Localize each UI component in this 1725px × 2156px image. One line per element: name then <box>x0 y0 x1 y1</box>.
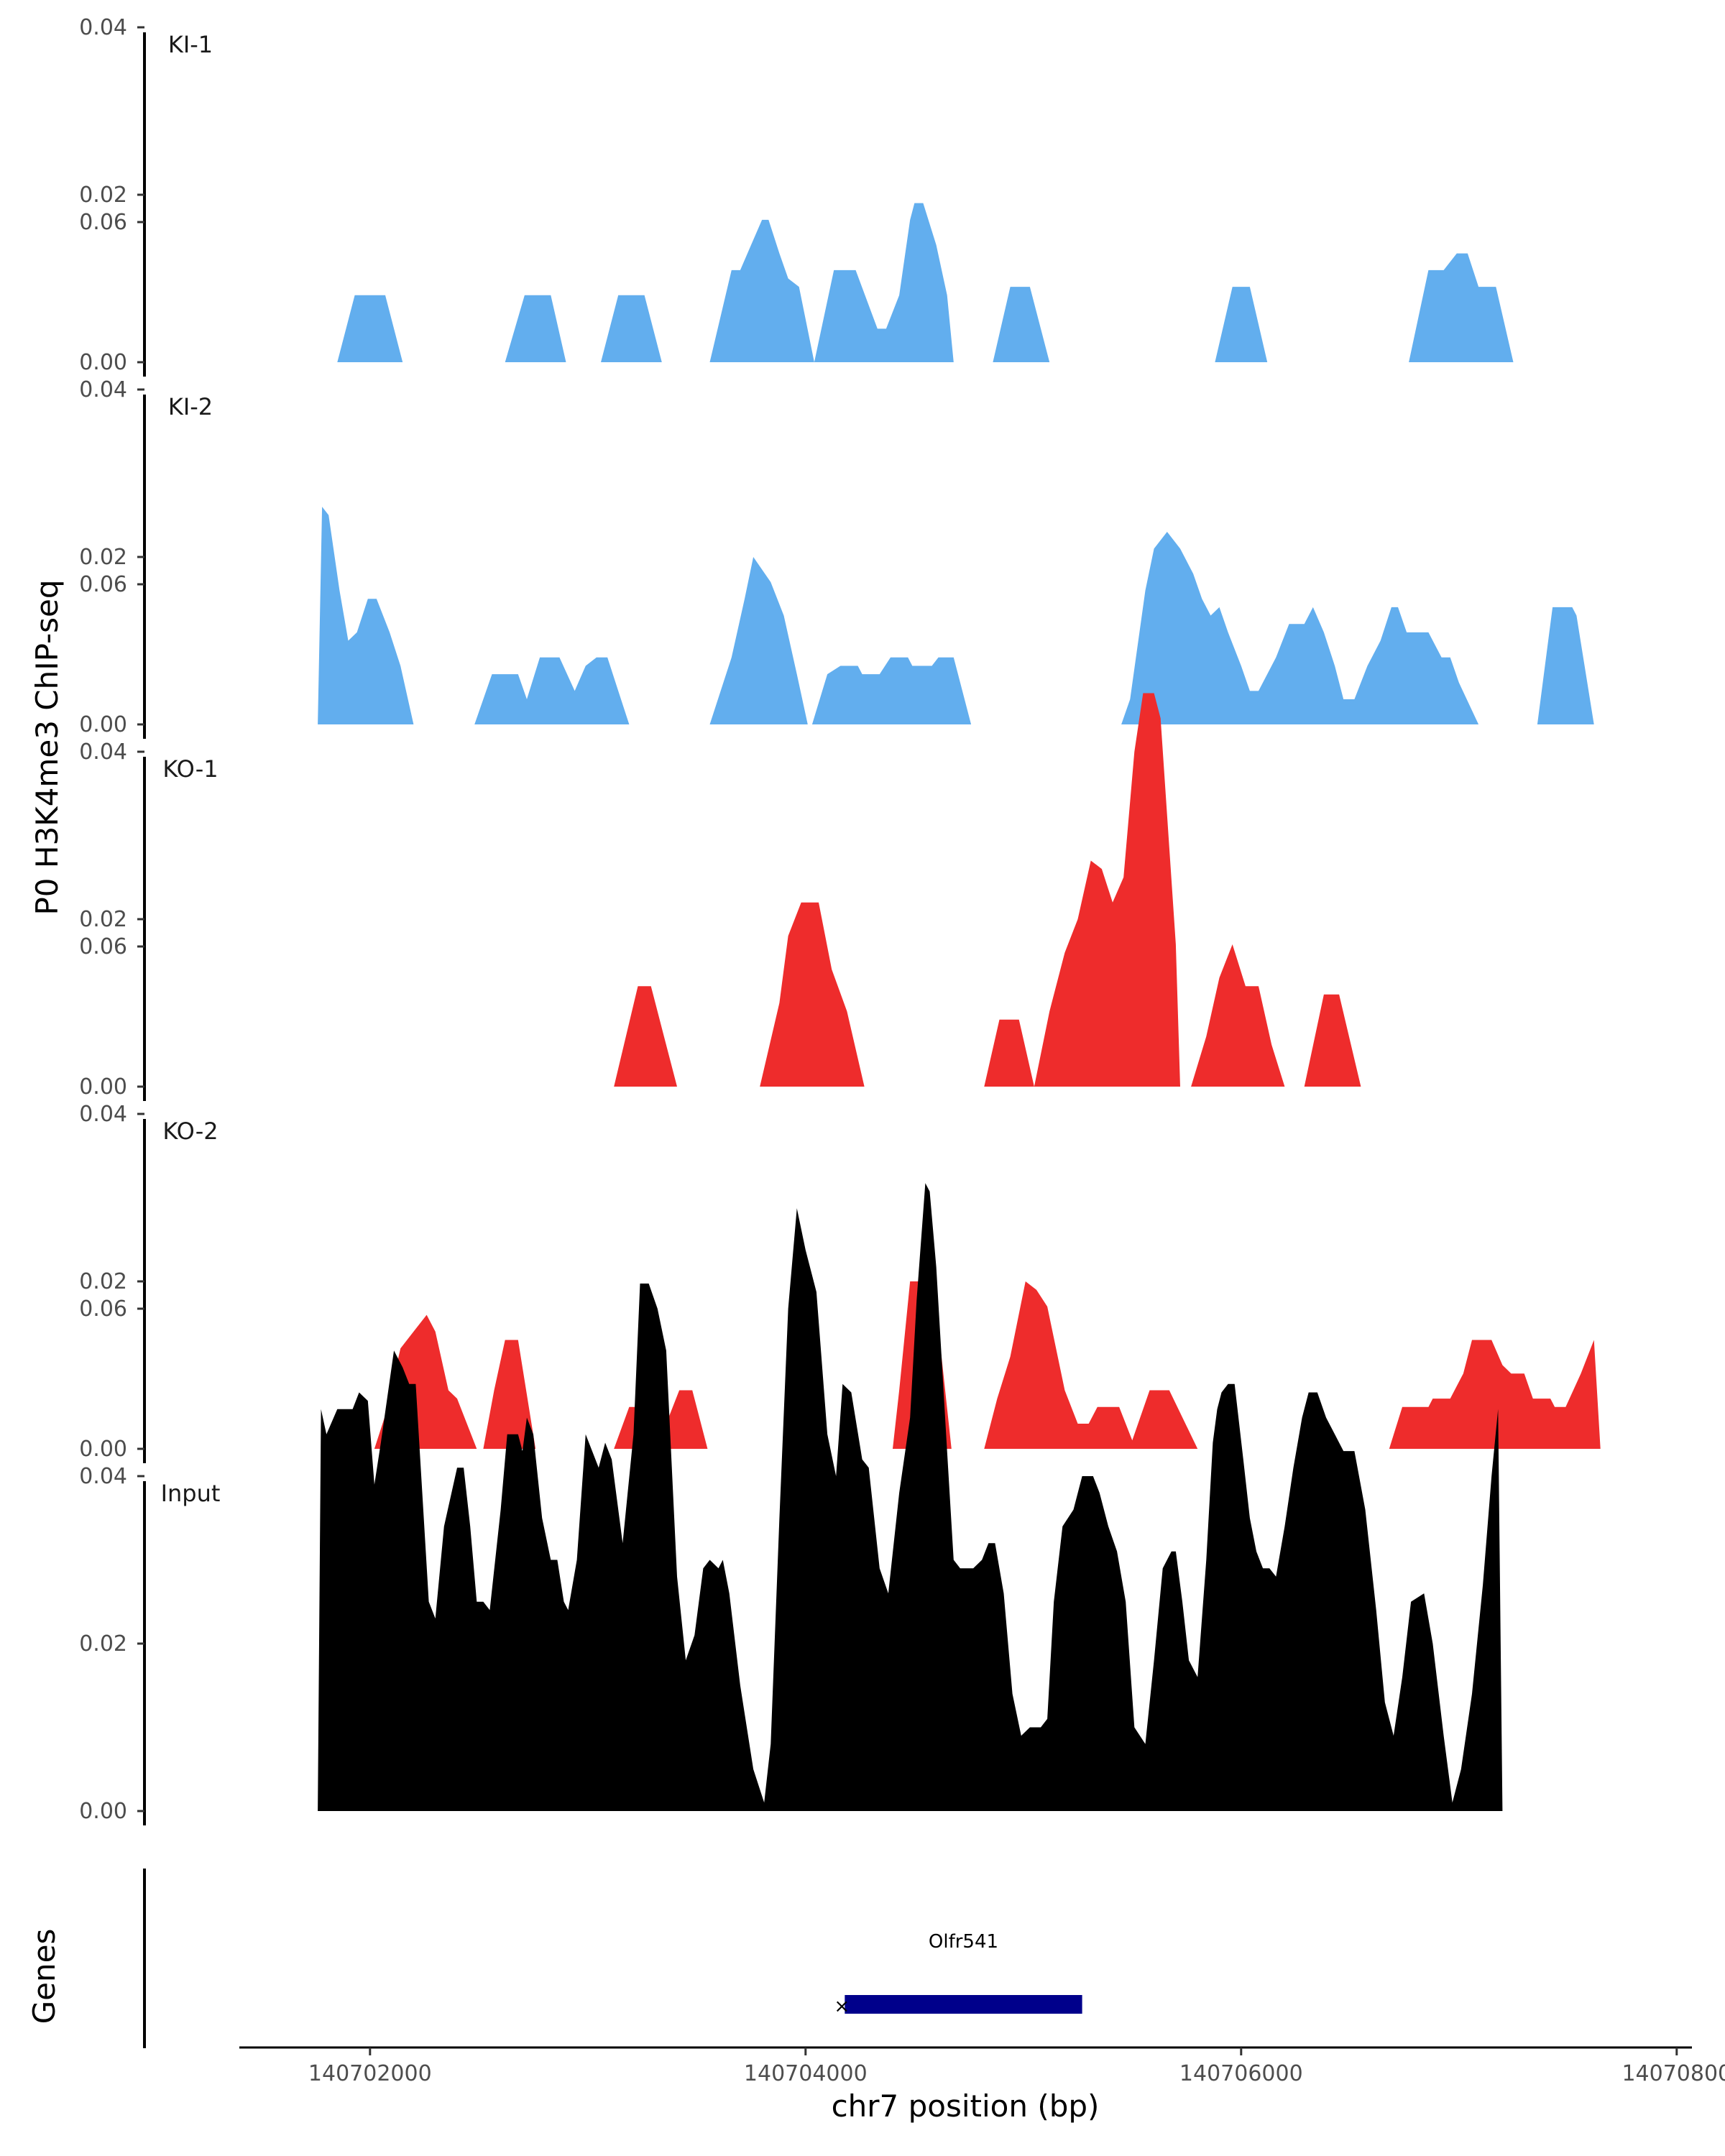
genes-track: Genes Olfr541 × <box>27 1869 1082 2048</box>
coverage-area <box>318 1183 1503 1811</box>
x-axis-title: chr7 position (bp) <box>832 2088 1100 2124</box>
gene-strand-marker: × <box>834 1996 850 2017</box>
y-axis-title: P0 H3K4me3 ChIP-seq <box>29 579 65 915</box>
y-tick-label: 0.02 <box>79 183 127 208</box>
gene-body[interactable] <box>845 1995 1082 2014</box>
genes-track-title: Genes <box>27 1929 62 2024</box>
tracks-layer: 0.00 0.02 0.04 0.06 KI-1 0.00 0.02 0.04 0.06 KI-2… <box>79 15 1601 1825</box>
y-tick-label: 0.06 <box>79 210 127 235</box>
coverage-area <box>614 693 1361 1087</box>
track-label: Input <box>161 1480 221 1507</box>
track-ki-2: 0.00 0.02 0.04 0.06 KI-2 <box>79 210 1594 739</box>
y-tick-label: 0.04 <box>79 377 127 402</box>
track-ko-1: 0.00 0.02 0.04 0.06 KO-1 <box>79 572 1361 1101</box>
track-label: KO-1 <box>162 755 218 783</box>
y-tick-label: 0.02 <box>79 907 127 932</box>
y-tick-label: 0.00 <box>79 1799 127 1824</box>
track-label: KO-2 <box>162 1118 218 1145</box>
y-tick-label: 0.00 <box>79 350 127 375</box>
x-tick-label: 14070800 <box>1622 2061 1725 2086</box>
y-tick-label: 0.04 <box>79 1102 127 1127</box>
y-tick-label: 0.04 <box>79 1464 127 1489</box>
x-tick-label: 140704000 <box>744 2061 868 2086</box>
x-axis: 140702000 140704000 140706000 14070800 <box>239 2046 1725 2086</box>
y-tick-label: 0.04 <box>79 740 127 765</box>
y-tick-label: 0.06 <box>79 934 127 959</box>
y-tick-label: 0.06 <box>79 1296 127 1322</box>
y-tick-label: 0.02 <box>79 545 127 570</box>
y-tick-label: 0.00 <box>79 1437 127 1462</box>
y-tick-label: 0.02 <box>79 1269 127 1294</box>
track-label: KI-2 <box>168 393 213 420</box>
y-tick-label: 0.00 <box>79 1074 127 1100</box>
y-tick-label: 0.00 <box>79 712 127 737</box>
track-ki-1: 0.00 0.02 0.04 0.06 KI-1 <box>79 15 1514 377</box>
gene-label: Olfr541 <box>929 1931 998 1953</box>
y-tick-label: 0.02 <box>79 1631 127 1657</box>
track-ko-2: 0.00 0.02 0.04 0.06 KO-2 <box>79 934 1601 1463</box>
track-input: 0.00 0.02 0.04 0.06 Input <box>79 1183 1503 1825</box>
coverage-area <box>318 507 1594 724</box>
coverage-area <box>337 203 1514 362</box>
track-label: KI-1 <box>168 31 213 58</box>
coverage-area <box>374 1281 1601 1449</box>
x-tick-label: 140706000 <box>1179 2061 1303 2086</box>
y-tick-label: 0.06 <box>79 572 127 597</box>
x-tick-label: 140702000 <box>308 2061 432 2086</box>
y-tick-label: 0.04 <box>79 15 127 40</box>
